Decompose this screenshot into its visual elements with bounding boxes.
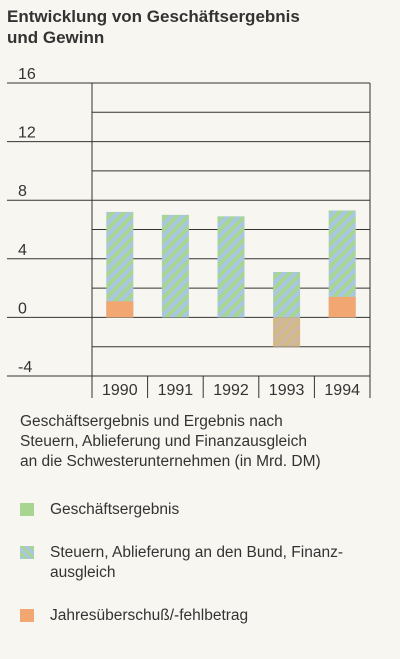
y-tick-label: 12 <box>18 125 36 142</box>
legend-swatch-orange <box>20 609 34 622</box>
legend-label-line-2: ausgleich <box>50 564 116 581</box>
y-tick-label: -4 <box>18 359 32 376</box>
x-tick-label: 1992 <box>213 382 249 399</box>
legend-label: Steuern, Ablieferung an den Bund, Finanz… <box>50 543 380 583</box>
bar-geschaeftsergebnis <box>217 216 245 318</box>
legend-label: Geschäftsergebnis <box>50 501 180 518</box>
bar-jahresueberschuss <box>328 296 356 318</box>
chart-title: Entwicklung von Geschäftsergebnis und Ge… <box>7 6 387 48</box>
y-tick-label: 8 <box>18 183 27 200</box>
y-tick-label: 0 <box>18 300 27 317</box>
bar-geschaeftsergebnis <box>106 211 134 318</box>
description-line-3: an die Schwesterunternehmen (in Mrd. DM) <box>20 453 321 470</box>
chart-svg: 16 12 8 4 0 -4 1990 1991 1992 1993 1994 <box>7 66 371 399</box>
x-tick-label: 1991 <box>158 382 194 399</box>
chart-title-line-1: Entwicklung von Geschäftsergebnis <box>7 7 300 26</box>
chart-title-line-2: und Gewinn <box>7 28 105 47</box>
x-tick-label: 1993 <box>269 382 305 399</box>
legend-label: Jahresüberschuß/-fehlbetrag <box>50 607 249 624</box>
legend-swatch-hatched <box>20 546 34 559</box>
y-tick-label: 4 <box>18 242 27 259</box>
description-line-1: Geschäftsergebnis und Ergebnis nach <box>20 413 283 430</box>
x-tick-label: 1994 <box>324 382 360 399</box>
bar-geschaeftsergebnis <box>161 214 189 318</box>
description-line-2: Steuern, Ablieferung und Finanzausgleich <box>20 433 307 450</box>
legend-swatch-green <box>20 503 34 516</box>
legend-label-line-1: Steuern, Ablieferung an den Bund, Finanz… <box>50 544 343 561</box>
x-tick-label: 1990 <box>102 382 138 399</box>
bar-jahresueberschuss <box>106 301 134 318</box>
bar-geschaeftsergebnis <box>273 271 301 318</box>
chart-description: Geschäftsergebnis und Ergebnis nach Steu… <box>20 412 390 472</box>
bar-steuern-negative-hatch <box>273 317 301 347</box>
y-tick-label: 16 <box>18 66 36 83</box>
